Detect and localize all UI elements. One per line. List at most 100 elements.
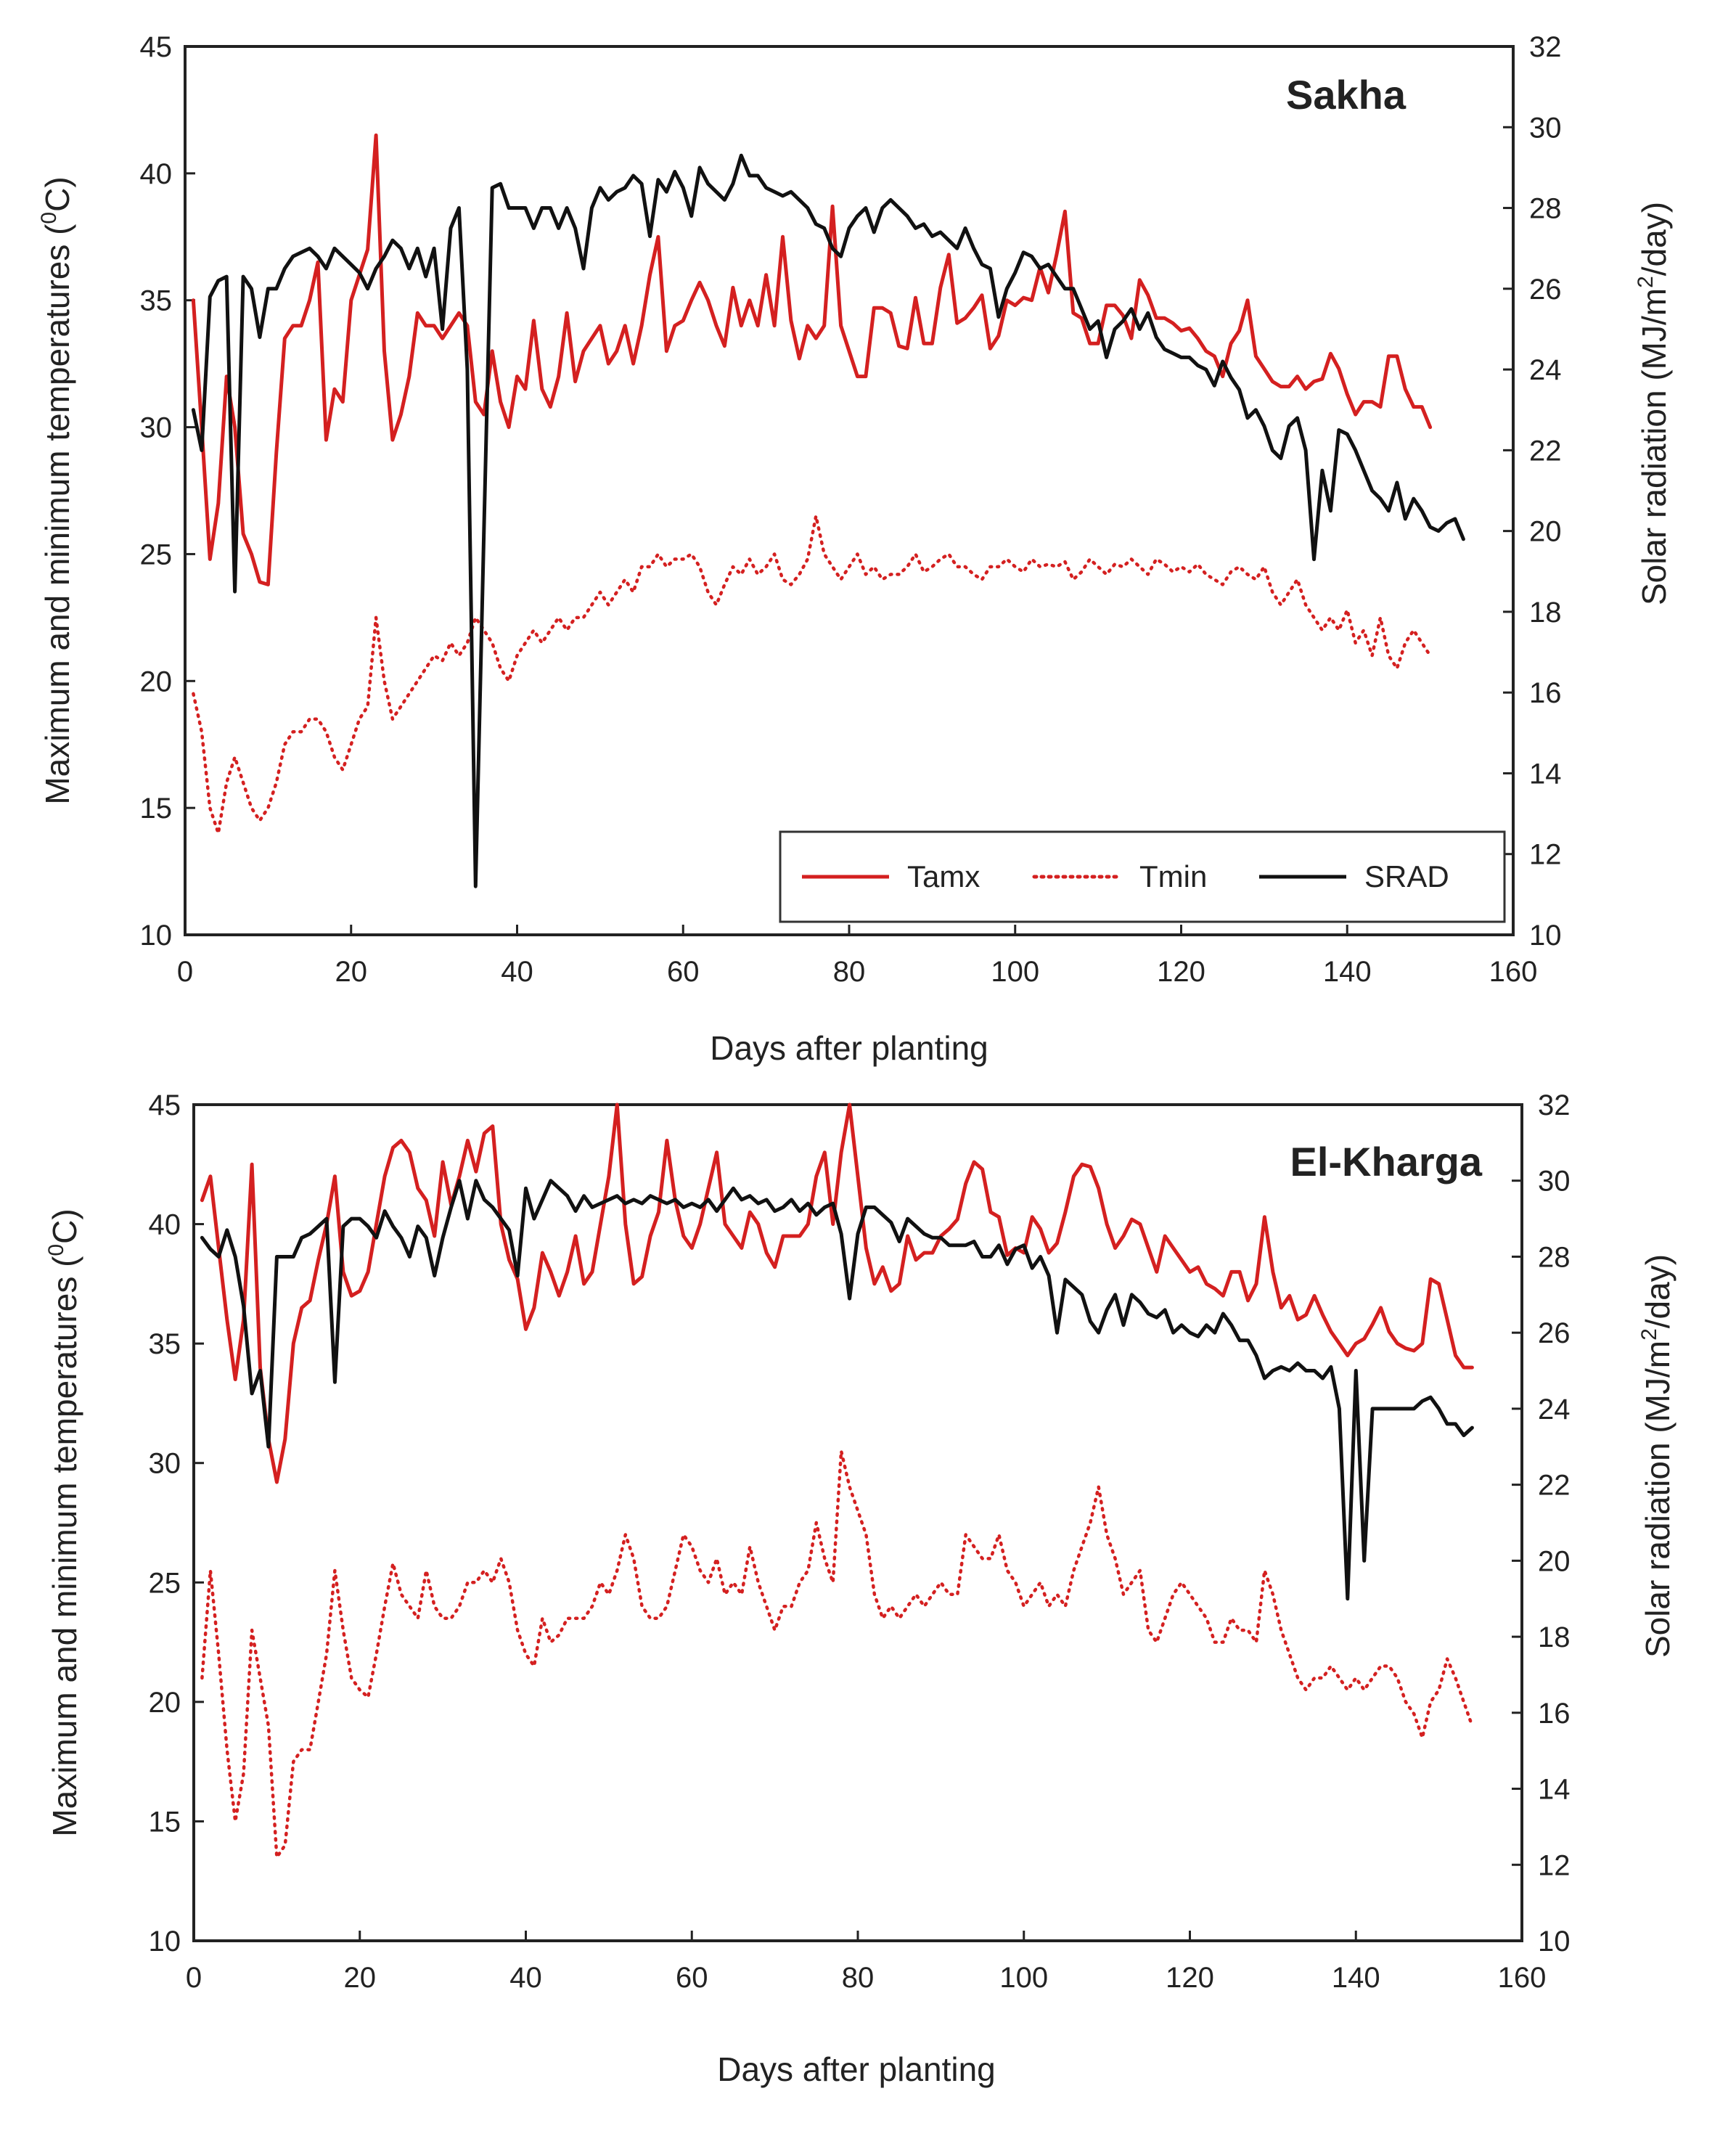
- x-axis-title: Days after planting: [710, 1029, 988, 1067]
- y-tick-label: 20: [149, 1687, 181, 1719]
- series-line-tamx: [200, 1102, 1474, 1484]
- y2-axis-title-sup: 2: [1637, 1328, 1661, 1341]
- y-tick-label: 20: [140, 666, 173, 697]
- x-tick-label: 80: [833, 956, 866, 988]
- y-tick-label: 40: [149, 1209, 181, 1241]
- chart-title: Sakha: [1286, 72, 1407, 118]
- y2-axis-title: Solar radiation (MJ/m2/day): [1637, 1254, 1676, 1658]
- y2-tick-label: 24: [1538, 1394, 1571, 1425]
- y-tick-label: 25: [149, 1567, 181, 1599]
- y2-axis-title-unit: /day): [1635, 202, 1673, 276]
- y-tick-label: 10: [140, 920, 173, 952]
- y-axis-title-sup: 0: [44, 1244, 68, 1256]
- series-line-tmin: [200, 1449, 1474, 1860]
- y-tick-label: 10: [149, 1926, 181, 1957]
- y-tick-label: 25: [140, 539, 173, 570]
- y-tick-label: 30: [149, 1448, 181, 1480]
- legend-label-tmin: Tmin: [1139, 859, 1207, 893]
- legend-label-tamx: Tamx: [907, 859, 980, 893]
- y2-tick-label: 16: [1538, 1698, 1571, 1730]
- x-axis: 0 20 40 60 80 100 120 140 160: [186, 1931, 1547, 1994]
- x-tick-label: 80: [842, 1962, 875, 1994]
- x-tick-label: 120: [1157, 956, 1205, 988]
- x-axis: 0 20 40 60 80 100 120 140 160: [177, 925, 1538, 988]
- y2-tick-label: 20: [1538, 1545, 1571, 1577]
- series-line-srad: [191, 153, 1465, 888]
- x-tick-label: 20: [344, 1962, 377, 1994]
- series-layer: [191, 133, 1465, 888]
- x-tick-label: 40: [509, 1962, 542, 1994]
- y-tick-label: 35: [149, 1328, 181, 1360]
- y-tick-label: 30: [140, 412, 173, 444]
- y-tick-label: 40: [140, 158, 173, 190]
- y2-tick-label: 18: [1538, 1621, 1571, 1653]
- y2-tick-label: 18: [1529, 597, 1562, 629]
- legend: Tamx Tmin SRAD: [779, 830, 1506, 923]
- y-tick-label: 35: [140, 285, 173, 317]
- y-axis-title-unit: C): [46, 1208, 83, 1244]
- y-axis-title: Maximum and minimum temperatures (0C): [37, 176, 76, 804]
- y2-tick-label: 26: [1529, 274, 1562, 306]
- y2-tick-label: 32: [1538, 1089, 1571, 1121]
- y-tick-label: 45: [149, 1089, 181, 1121]
- y2-tick-label: 22: [1538, 1470, 1571, 1502]
- x-tick-label: 100: [991, 956, 1039, 988]
- x-tick-label: 140: [1332, 1962, 1380, 1994]
- y2-tick-label: 24: [1529, 354, 1562, 386]
- y-axis-left: 10 15 20 25 30 35 40 45: [149, 1089, 204, 1957]
- y-axis-right: 10 12 14 16 18 20 22 24 26 28 30 32: [1512, 1089, 1571, 1957]
- y2-tick-label: 14: [1529, 758, 1562, 790]
- y-axis-title-main: Maximum and minimum temperatures (: [46, 1256, 83, 1837]
- x-tick-label: 60: [667, 956, 700, 988]
- chart-title: El-Kharga: [1290, 1139, 1483, 1185]
- y-axis-left: 10 15 20 25 30 35 40 45: [140, 31, 195, 952]
- y-axis-title-sup: 0: [37, 212, 61, 224]
- x-tick-label: 100: [999, 1962, 1048, 1994]
- y2-tick-label: 12: [1529, 839, 1562, 871]
- x-tick-label: 140: [1323, 956, 1372, 988]
- series-line-tamx: [191, 133, 1433, 586]
- x-tick-label: 120: [1166, 1962, 1214, 1994]
- legend-label-srad: SRAD: [1364, 859, 1449, 893]
- y-axis-title: Maximum and minimum temperatures (0C): [44, 1208, 83, 1836]
- y2-tick-label: 10: [1538, 1926, 1571, 1957]
- series-layer: [200, 1102, 1474, 1860]
- x-axis-title: Days after planting: [717, 2050, 996, 2088]
- x-tick-label: 60: [676, 1962, 708, 1994]
- y-tick-label: 45: [140, 31, 173, 63]
- x-tick-label: 0: [186, 1962, 202, 1994]
- y2-axis-title-main: Solar radiation (MJ/m: [1635, 288, 1673, 605]
- y2-tick-label: 10: [1529, 920, 1562, 952]
- y2-tick-label: 32: [1529, 31, 1562, 63]
- y2-axis-title-sup: 2: [1634, 276, 1658, 288]
- y-axis-right: 10 12 14 16 18 20 22 24 26 28 30 32: [1503, 31, 1562, 952]
- y2-tick-label: 30: [1538, 1166, 1571, 1198]
- y-tick-label: 15: [149, 1806, 181, 1838]
- y-axis-title-unit: C): [38, 176, 76, 212]
- x-tick-label: 160: [1489, 956, 1538, 988]
- y2-tick-label: 30: [1529, 112, 1562, 144]
- legend-box: [779, 830, 1506, 923]
- y2-tick-label: 20: [1529, 516, 1562, 548]
- y-tick-label: 15: [140, 793, 173, 825]
- x-tick-label: 0: [177, 956, 193, 988]
- y2-tick-label: 28: [1529, 193, 1562, 225]
- x-tick-label: 20: [335, 956, 368, 988]
- y2-tick-label: 14: [1538, 1774, 1571, 1806]
- y2-axis-title: Solar radiation (MJ/m2/day): [1634, 202, 1673, 605]
- y2-tick-label: 12: [1538, 1849, 1571, 1881]
- y2-tick-label: 16: [1529, 677, 1562, 709]
- y2-tick-label: 22: [1529, 435, 1562, 467]
- y2-tick-label: 28: [1538, 1241, 1571, 1273]
- y-axis-title-main: Maximum and minimum temperatures (: [38, 224, 76, 805]
- y2-tick-label: 26: [1538, 1317, 1571, 1349]
- series-line-tmin: [192, 514, 1432, 835]
- y2-axis-title-main: Solar radiation (MJ/m: [1639, 1341, 1676, 1658]
- x-tick-label: 160: [1498, 1962, 1547, 1994]
- series-line-srad: [200, 1179, 1474, 1601]
- x-tick-label: 40: [501, 956, 533, 988]
- y2-axis-title-unit: /day): [1639, 1254, 1676, 1328]
